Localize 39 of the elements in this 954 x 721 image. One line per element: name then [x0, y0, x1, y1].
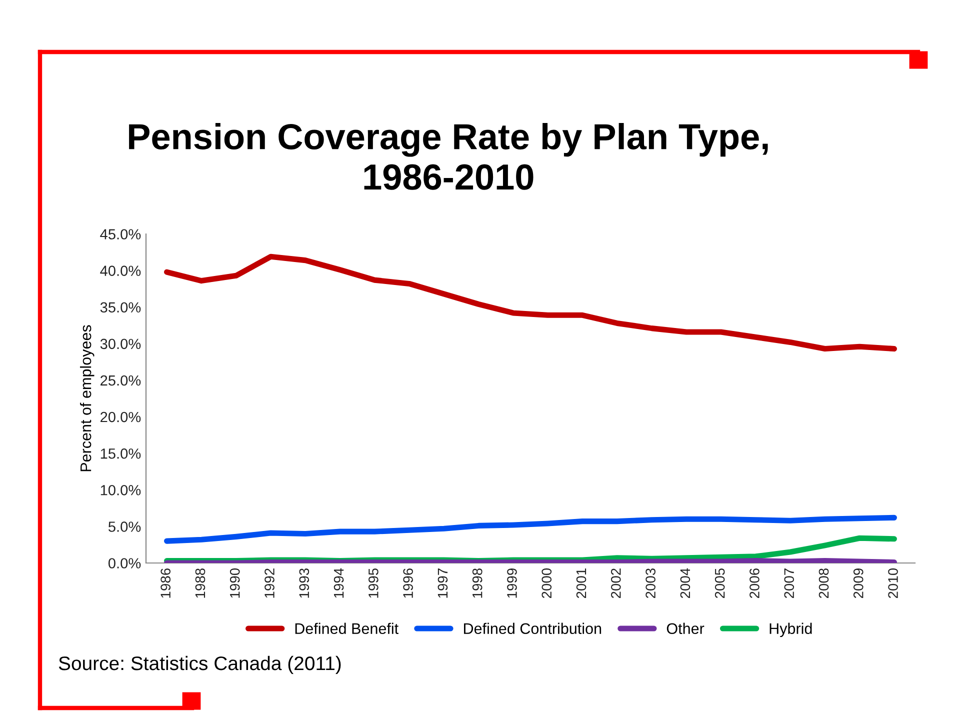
x-tick-label: 2010 — [888, 568, 898, 598]
x-tick-label: 1993 — [299, 568, 310, 598]
x-tick-label: 2008 — [818, 568, 829, 598]
x-tick-label: 2004 — [680, 568, 690, 598]
legend-label: Other — [666, 622, 704, 634]
y-tick-label: 10.0% — [100, 484, 141, 496]
x-tick-label: 2003 — [646, 568, 656, 598]
x-tick-label: 1997 — [438, 568, 448, 598]
legend-label: Defined Benefit — [295, 622, 398, 634]
x-tick-label: 1998 — [472, 568, 482, 598]
x-tick-label: 1994 — [334, 568, 344, 598]
y-tick-label: 30.0% — [100, 338, 141, 350]
chart-title: Pension Coverage Rate by Plan Type, 1986-2010 — [129, 122, 768, 190]
y-tick-label: 0.0% — [108, 558, 141, 568]
y-tick-label: 35.0% — [100, 302, 141, 313]
y-tick-label: 20.0% — [100, 412, 141, 422]
y-axis-title: Percent of employees — [80, 325, 94, 472]
source-note: Source: Statistics Canada (2011) — [58, 656, 341, 674]
x-tick-label: 2009 — [853, 568, 864, 598]
x-tick-label: 1986 — [160, 568, 171, 598]
x-tick-label: 1988 — [195, 568, 206, 598]
x-tick-label: 2005 — [714, 568, 725, 598]
x-tick-label: 2000 — [542, 568, 552, 598]
legend-label: Hybrid — [770, 622, 812, 638]
x-tick-label: 1995 — [368, 568, 378, 598]
x-tick-label: 1992 — [264, 568, 274, 598]
x-tick-label: 1999 — [507, 568, 517, 598]
x-tick-label: 2001 — [576, 568, 586, 598]
y-tick-label: 5.0% — [108, 522, 141, 532]
x-tick-label: 1990 — [230, 568, 240, 598]
x-tick-label: 2007 — [784, 568, 794, 598]
y-tick-label: 15.0% — [100, 448, 141, 459]
x-tick-label: 1996 — [403, 568, 413, 598]
x-tick-label: 2002 — [610, 568, 621, 598]
y-tick-label: 25.0% — [100, 375, 141, 386]
y-tick-label: 40.0% — [100, 266, 141, 276]
y-tick-label: 45.0% — [100, 229, 141, 240]
x-tick-label: 2006 — [750, 568, 760, 598]
legend-label: Defined Contribution — [464, 622, 602, 634]
